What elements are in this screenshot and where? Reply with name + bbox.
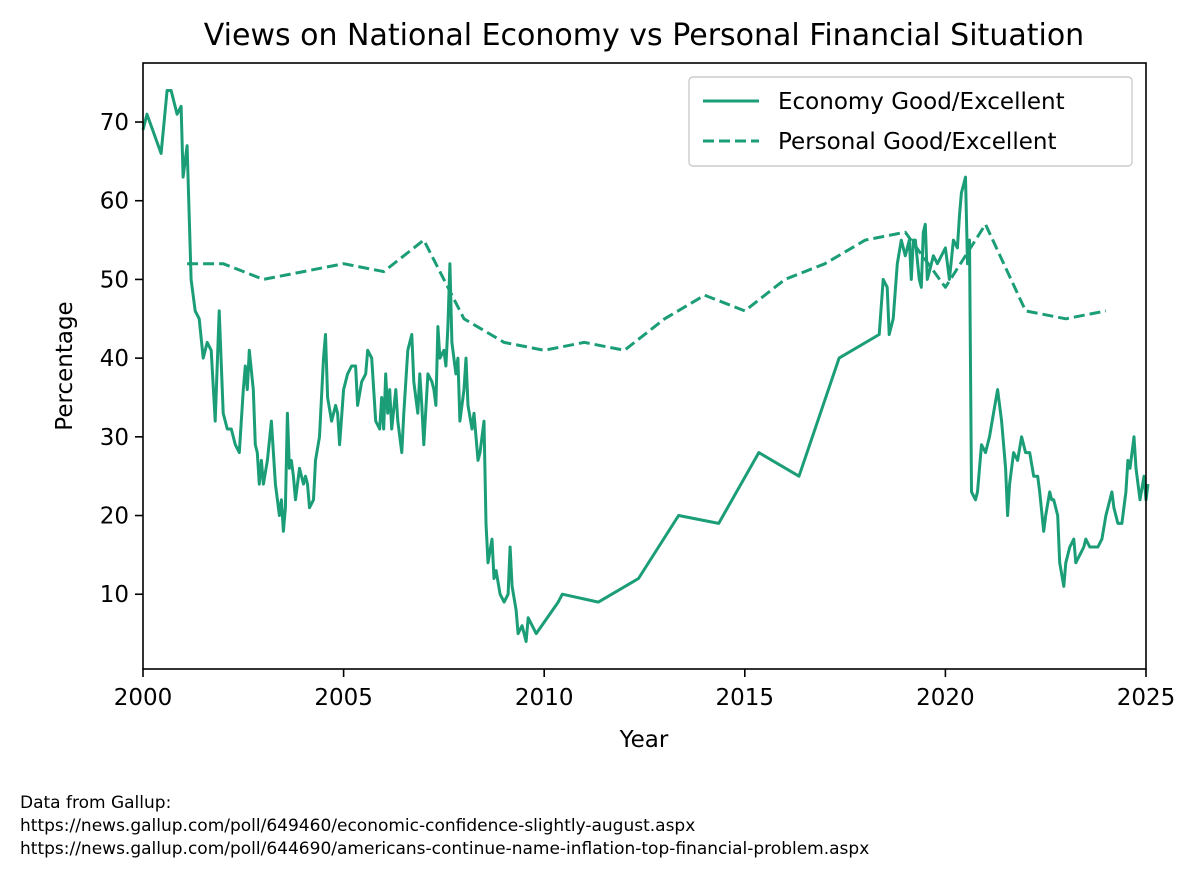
x-axis-label: Year [619,727,669,753]
y-tick-label: 70 [100,110,129,136]
data-source-note: Data from Gallup: https://news.gallup.co… [20,792,869,861]
y-tick-label: 40 [100,346,129,372]
x-tick-label: 2015 [716,685,775,711]
legend-label-economy: Economy Good/Excellent [778,89,1065,115]
chart-title: Views on National Economy vs Personal Fi… [204,18,1084,53]
footnote-source-link-1[interactable]: https://news.gallup.com/poll/649460/econ… [20,816,696,836]
y-tick-label: 60 [100,189,129,215]
footnote-source-link-2[interactable]: https://news.gallup.com/poll/644690/amer… [20,839,870,859]
x-tick-label: 2010 [515,685,574,711]
footnote-line-1: Data from Gallup: [20,793,172,813]
y-tick-label: 30 [100,425,129,451]
y-tick-label: 50 [100,267,129,293]
legend-label-personal: Personal Good/Excellent [778,129,1056,155]
legend-box [688,76,1133,167]
legend: Economy Good/Excellent Personal Good/Exc… [688,76,1133,167]
series-line-economy [141,89,1150,643]
line-chart: Views on National Economy vs Personal Fi… [52,18,1176,753]
x-tick-label: 2020 [916,685,975,711]
y-tick-label: 20 [100,504,129,530]
x-tick-label: 2000 [114,685,173,711]
x-tick-label: 2025 [1117,685,1176,711]
series-line-personal [187,222,1107,352]
x-tick-label: 2005 [314,685,373,711]
plot-frame [142,62,1147,670]
y-axis-label: Percentage [52,301,78,430]
y-tick-label: 10 [100,582,129,608]
